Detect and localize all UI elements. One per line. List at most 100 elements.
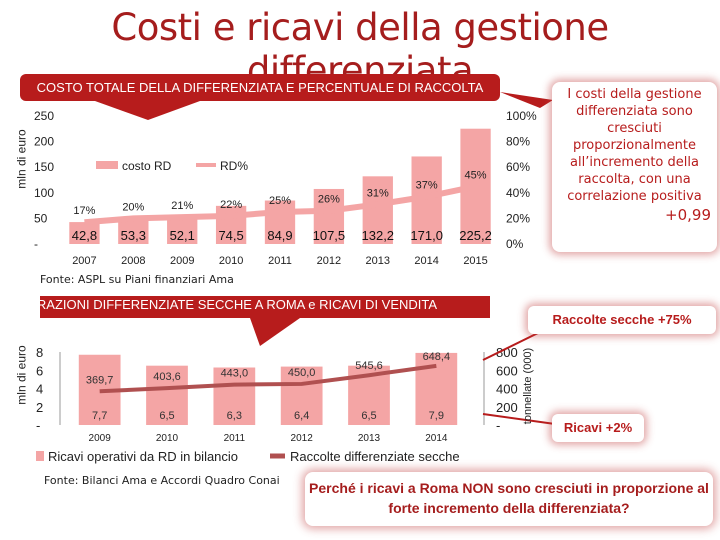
chart2-y2tick: 600 (496, 363, 518, 378)
chart2-ytick: - (36, 418, 40, 433)
chart1-line-label: 37% (416, 180, 438, 192)
chart1-y2tick: 0% (506, 237, 524, 251)
chart1-bar-label: 225,2 (459, 228, 492, 243)
chart1-ytick: - (34, 237, 38, 251)
chart2-y2tick: 800 (496, 345, 518, 360)
chart2-ytick: 6 (36, 363, 43, 378)
chart1-bar (264, 200, 296, 244)
legend2-bar-label: Ricavi operativi da RD in bilancio (48, 449, 238, 464)
chart2-xtick: 2014 (425, 433, 448, 444)
chart2-line (99, 363, 437, 394)
chart1-y2tick: 80% (506, 135, 530, 149)
chart1-bar-label: 74,5 (218, 228, 243, 243)
chart2-title: FRAZIONI DIFFERENZIATE SECCHE A ROMA e R… (28, 297, 438, 312)
chart1-bar-label: 132,2 (362, 228, 395, 243)
chart1-ytick: 150 (34, 160, 54, 174)
callout-value: +0,99 (665, 206, 711, 224)
chart1-ytick: 50 (34, 211, 48, 225)
chart2-xtick: 2010 (156, 433, 179, 444)
chart1-ytick: 250 (34, 109, 54, 123)
chart1-xtick: 2013 (366, 255, 390, 267)
chart1-line-label: 20% (122, 201, 144, 213)
chart2-bar (415, 352, 458, 425)
chart1-line-label: 22% (220, 199, 242, 211)
chart2-line-label: 648,4 (423, 351, 451, 363)
banner2-shape (40, 296, 490, 346)
chart2-y2tick: - (496, 418, 500, 433)
ricavi-connector (482, 413, 556, 425)
chart2-xtick: 2009 (89, 433, 112, 444)
chart1-bar-label: 53,3 (121, 228, 146, 243)
chart1-xtick: 2010 (219, 255, 243, 267)
chart1-xtick: 2012 (317, 255, 341, 267)
chart2-y2tick: 200 (496, 400, 518, 415)
chart1-bar-label: 84,9 (267, 228, 292, 243)
legend1-bar-swatch (96, 161, 118, 169)
chart1-line-label: 45% (465, 169, 487, 181)
chart1-bar (167, 217, 198, 244)
chart2-line-label: 403,6 (153, 371, 181, 383)
chart1-xtick: 2011 (268, 255, 292, 267)
legend2-line-label: Raccolte differenziate secche (290, 449, 460, 464)
chart2-bar-label: 7,7 (92, 410, 107, 422)
chart1: - 50 100 150 200 250 0% 20% 40% 60% 80% 100% 42,8 200… (34, 92, 553, 267)
chart2-xtick: 2012 (291, 433, 314, 444)
chart1-line-label: 21% (171, 200, 193, 212)
chart1-ytick: 100 (34, 186, 54, 200)
ricavi-badge: Ricavi +2% (552, 414, 644, 442)
chart2-bar (280, 366, 323, 425)
callout-pointer (500, 92, 553, 108)
chart1-xtick: 2014 (414, 255, 438, 267)
banner1-pointer (95, 101, 200, 120)
chart1-bar-label: 107,5 (313, 228, 346, 243)
chart2-ytick: 4 (36, 382, 43, 397)
callout-text: I costi della gestione differenziata son… (567, 87, 702, 204)
chart2-y2label: tonnellate (000) (522, 347, 535, 425)
chart1-y2tick: 20% (506, 211, 530, 225)
legend1-bar-label: costo RD (122, 159, 172, 173)
page-title: Costi e ricavi della gestione differenzi… (111, 6, 609, 92)
raccolte-badge: Raccolte secche +75% (528, 306, 716, 334)
chart1-title: COSTO TOTALE DELLA DIFFERENZIATA E PERCE… (36, 80, 484, 95)
chart2-source: Fonte: Bilanci Ama e Accordi Quadro Cona… (44, 474, 280, 487)
chart1-ytick: 200 (34, 135, 54, 149)
chart1-y2tick: 60% (506, 160, 530, 174)
chart2-bar-label: 6,4 (294, 410, 309, 422)
chart1-bar-label: 42,8 (72, 228, 97, 243)
chart2-bar-label: 6,5 (159, 410, 174, 422)
legend1-line-label: RD% (220, 159, 248, 173)
chart2-bar (213, 367, 256, 425)
chart1-bar (69, 222, 100, 244)
chart2-bar (146, 365, 188, 425)
raccolte-connector (482, 331, 541, 361)
chart1-bar-label: 171,0 (410, 228, 443, 243)
chart2-title-banner: FRAZIONI DIFFERENZIATE SECCHE A ROMA e R… (28, 297, 438, 313)
chart1-xtick: 2009 (170, 255, 194, 267)
chart2-line-label: 369,7 (86, 374, 114, 386)
legend2-bar-swatch (36, 451, 44, 461)
question-box: Perché i ricavi a Roma NON sono cresciut… (305, 472, 713, 526)
chart1-y2tick: 40% (506, 186, 530, 200)
chart2-bar-label: 6,5 (361, 410, 376, 422)
chart1-line-label: 31% (367, 187, 389, 199)
chart2-bar-label: 7,9 (429, 410, 444, 422)
chart1-y2tick: 100% (506, 109, 537, 123)
chart2-line-label: 450,0 (288, 367, 316, 379)
chart2-xtick: 2013 (358, 433, 381, 444)
chart1-bar-label: 52,1 (170, 228, 195, 243)
chart2-y2tick: 400 (496, 382, 518, 397)
chart1-source: Fonte: ASPL su Piani finanziari Ama (40, 273, 234, 286)
chart1-line-label: 26% (318, 194, 340, 206)
chart1-line-label: 17% (73, 205, 95, 217)
chart1-bar (313, 188, 345, 244)
chart2-line-label: 545,6 (355, 360, 383, 372)
chart1-title-banner: COSTO TOTALE DELLA DIFFERENZIATA E PERCE… (20, 74, 500, 101)
correlation-callout: I costi della gestione differenziata son… (552, 82, 717, 252)
chart2-line-label: 443,0 (221, 368, 249, 380)
chart2-ylabel: mln di euro (14, 345, 29, 405)
chart1-xtick: 2008 (121, 255, 145, 267)
chart1-line-label: 25% (269, 195, 291, 207)
chart1-bar (362, 176, 393, 244)
chart1-line (84, 183, 477, 226)
